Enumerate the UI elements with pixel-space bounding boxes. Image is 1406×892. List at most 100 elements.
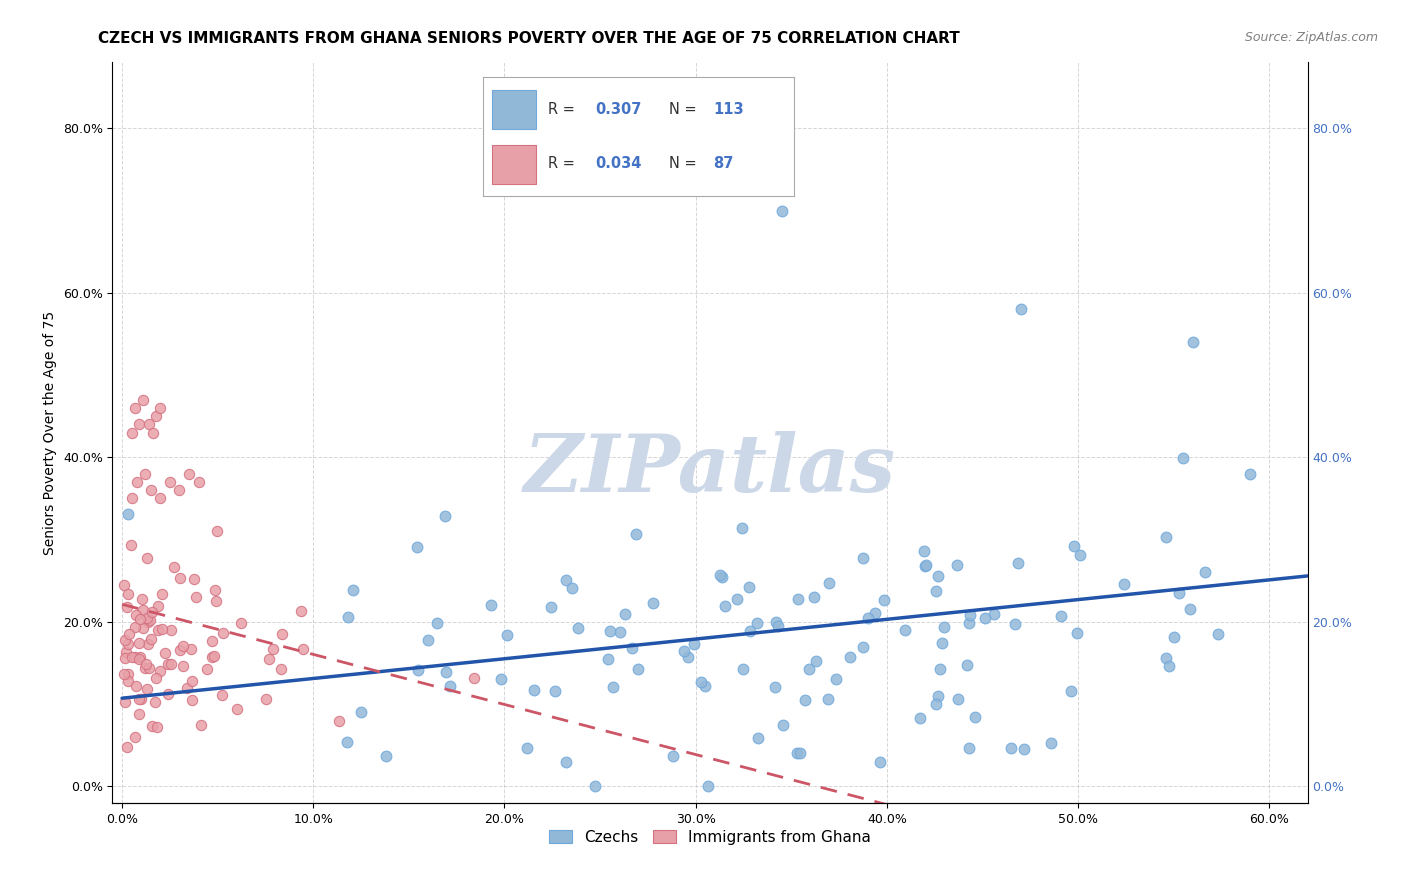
Point	[1010, 302, 1032, 317]
Point	[491, 673, 513, 687]
Point	[129, 612, 152, 626]
Point	[806, 654, 828, 668]
Point	[731, 521, 754, 535]
Point	[128, 692, 150, 706]
Point	[873, 592, 896, 607]
Point	[202, 649, 225, 664]
Point	[406, 663, 429, 677]
Point	[817, 692, 839, 706]
Point	[416, 633, 439, 648]
Point	[124, 650, 146, 665]
Point	[772, 718, 794, 732]
Point	[818, 576, 841, 591]
Point	[156, 657, 179, 671]
Point	[125, 679, 148, 693]
Point	[1040, 736, 1063, 750]
Point	[1066, 626, 1088, 640]
Point	[117, 507, 139, 521]
Point	[374, 748, 396, 763]
Point	[159, 475, 181, 489]
Point	[439, 679, 461, 693]
Point	[160, 623, 183, 637]
Point	[523, 683, 546, 698]
Point	[187, 475, 209, 489]
Point	[959, 607, 981, 622]
Point	[869, 755, 891, 769]
Point	[195, 662, 218, 676]
Point	[1060, 684, 1083, 698]
Point	[838, 649, 860, 664]
Point	[121, 649, 143, 664]
Point	[1157, 659, 1180, 673]
Point	[169, 571, 191, 585]
Point	[121, 491, 143, 506]
Point	[793, 693, 815, 707]
Point	[1069, 548, 1091, 562]
Point	[1181, 335, 1204, 350]
Point	[1007, 556, 1029, 570]
Point	[131, 591, 153, 606]
Point	[1194, 565, 1216, 579]
Point	[148, 623, 170, 637]
Point	[336, 734, 359, 748]
Point	[271, 627, 294, 641]
Point	[132, 392, 155, 407]
Point	[150, 586, 173, 600]
Point	[747, 731, 769, 745]
Point	[1180, 602, 1202, 616]
Point	[747, 616, 769, 631]
Point	[624, 527, 647, 541]
Point	[925, 697, 948, 711]
Point	[257, 652, 280, 666]
Point	[925, 584, 948, 599]
Point	[434, 665, 457, 679]
Point	[183, 572, 205, 586]
Point	[957, 741, 980, 756]
Point	[270, 662, 292, 676]
Point	[567, 621, 589, 635]
Point	[973, 611, 995, 625]
Point	[927, 689, 949, 703]
Point	[181, 692, 204, 706]
Point	[172, 639, 194, 653]
Point	[1049, 609, 1071, 624]
Point	[143, 695, 166, 709]
Point	[927, 569, 949, 583]
Point	[117, 587, 139, 601]
Point	[912, 543, 935, 558]
Point	[894, 623, 917, 637]
Point	[201, 650, 224, 665]
Point	[931, 636, 953, 650]
Point	[149, 401, 172, 415]
Point	[117, 740, 139, 755]
Point	[1239, 467, 1261, 481]
Point	[516, 741, 538, 756]
Point	[112, 578, 135, 592]
Point	[149, 491, 172, 506]
Point	[128, 417, 150, 432]
Point	[599, 624, 621, 639]
Point	[1171, 450, 1194, 465]
Point	[153, 646, 176, 660]
Point	[139, 632, 162, 647]
Point	[621, 640, 644, 655]
Point	[134, 467, 156, 481]
Point	[1163, 630, 1185, 644]
Point	[115, 599, 138, 614]
Point	[1004, 617, 1026, 632]
Point	[342, 583, 364, 598]
Point	[1154, 650, 1177, 665]
Point	[496, 628, 519, 642]
Point	[169, 643, 191, 657]
Point	[770, 203, 793, 218]
Point	[141, 718, 163, 732]
Point	[609, 625, 631, 640]
Point	[201, 634, 224, 648]
Point	[207, 524, 229, 538]
Point	[946, 558, 969, 573]
Point	[211, 625, 233, 640]
Point	[132, 603, 155, 617]
Point	[135, 551, 157, 566]
Point	[786, 746, 808, 760]
Point	[134, 661, 156, 675]
